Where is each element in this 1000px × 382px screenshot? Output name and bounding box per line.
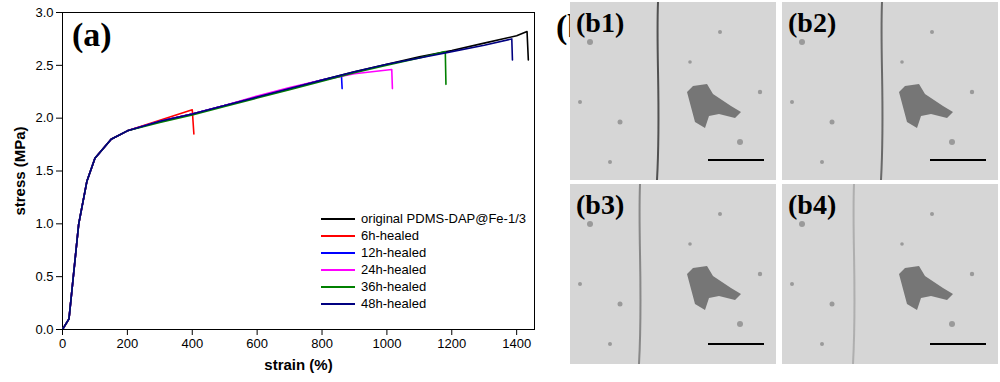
svg-text:3.0: 3.0: [35, 5, 53, 20]
svg-text:strain (%): strain (%): [264, 356, 332, 373]
svg-text:(b2): (b2): [788, 7, 836, 38]
svg-text:0.0: 0.0: [35, 322, 53, 337]
svg-text:0: 0: [59, 336, 66, 351]
html-text:6h-healed: 6h-healed: [361, 228, 419, 243]
svg-text:600: 600: [246, 336, 268, 351]
svg-text:0.5: 0.5: [35, 269, 53, 284]
svg-text:(b4): (b4): [788, 189, 836, 220]
svg-text:(b3): (b3): [576, 189, 624, 220]
svg-text:200: 200: [117, 336, 139, 351]
html-text:12h-healed: 12h-healed: [361, 245, 427, 260]
html-text:original PDMS-DAP@Fe-1/3: original PDMS-DAP@Fe-1/3: [361, 211, 526, 226]
svg-text:stress (MPa): stress (MPa): [11, 126, 28, 215]
svg-text:1.5: 1.5: [35, 163, 53, 178]
svg-text:1.0: 1.0: [35, 216, 53, 231]
html-text:48h-healed: 48h-healed: [361, 296, 427, 311]
svg-text:2.5: 2.5: [35, 57, 53, 72]
svg-text:1000: 1000: [372, 336, 401, 351]
svg-text:800: 800: [311, 336, 333, 351]
html-text:36h-healed: 36h-healed: [361, 279, 427, 294]
svg-text:1400: 1400: [502, 336, 531, 351]
svg-text:400: 400: [181, 336, 203, 351]
svg-text:2.0: 2.0: [35, 110, 53, 125]
html-text:(a): (a): [72, 16, 112, 53]
svg-text:1200: 1200: [437, 336, 466, 351]
svg-text:(b1): (b1): [576, 7, 624, 38]
html-text:24h-healed: 24h-healed: [361, 262, 427, 277]
